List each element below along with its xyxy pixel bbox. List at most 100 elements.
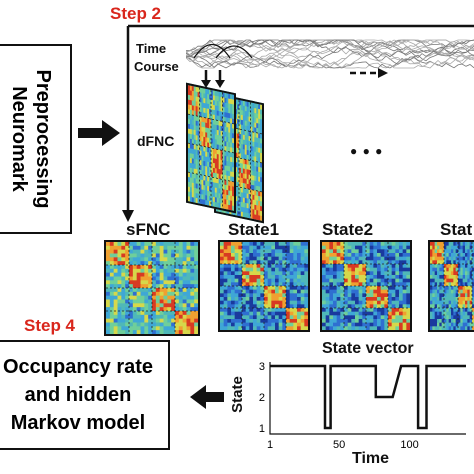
matrix-cell xyxy=(121,284,126,289)
matrix-cell xyxy=(253,326,257,330)
matrix-cell xyxy=(469,322,473,327)
matrix-cell xyxy=(234,293,239,298)
matrix-cell xyxy=(240,163,244,169)
matrix-cell xyxy=(304,260,308,265)
matrix-cell xyxy=(201,165,204,171)
matrix-cell xyxy=(467,264,470,268)
matrix-cell xyxy=(239,206,242,212)
matrix-cell xyxy=(264,315,268,320)
matrix-cell xyxy=(289,253,294,257)
matrix-cell xyxy=(451,319,454,323)
matrix-cell xyxy=(132,311,137,316)
matrix-cell xyxy=(444,245,447,250)
matrix-cell xyxy=(232,191,234,197)
matrix-cell xyxy=(289,286,294,290)
matrix-cell xyxy=(117,253,122,258)
matrix-cell xyxy=(388,260,392,265)
matrix-cell xyxy=(186,307,191,312)
matrix-cell xyxy=(399,271,403,276)
matrix-cell xyxy=(300,275,305,279)
matrix-cell xyxy=(228,185,231,192)
matrix-cell xyxy=(249,264,254,268)
matrix-cell xyxy=(144,307,149,312)
matrix-cell xyxy=(234,260,239,265)
matrix-cell xyxy=(175,303,180,308)
matrix-cell xyxy=(444,319,447,323)
matrix-cell xyxy=(402,282,407,287)
matrix-cell xyxy=(182,245,187,250)
matrix-cell xyxy=(246,198,249,204)
matrix-cell xyxy=(455,286,459,290)
matrix-cell xyxy=(451,256,454,261)
matrix-cell xyxy=(228,108,231,114)
matrix-cell xyxy=(430,315,433,320)
matrix-cell xyxy=(240,177,244,184)
matrix-cell xyxy=(402,322,407,327)
matrix-cell xyxy=(193,129,196,136)
matrix-cell xyxy=(453,297,456,301)
matrix-cell xyxy=(256,315,261,320)
matrix-cell xyxy=(211,172,214,178)
matrix-cell xyxy=(434,267,438,272)
matrix-cell xyxy=(293,260,298,265)
matrix-cell xyxy=(246,116,249,122)
matrix-cell xyxy=(216,115,219,121)
matrix-cell xyxy=(256,118,259,124)
matrix-cell xyxy=(358,319,363,323)
matrix-cell xyxy=(212,187,216,193)
matrix-cell xyxy=(286,264,290,268)
matrix-cell xyxy=(472,260,474,265)
matrix-cell xyxy=(163,284,168,289)
matrix-cell xyxy=(275,260,279,265)
matrix-cell xyxy=(333,322,337,327)
matrix-cell xyxy=(245,264,250,268)
matrix-cell xyxy=(437,264,440,268)
matrix-cell xyxy=(336,289,341,294)
matrix-cell xyxy=(245,308,250,312)
matrix-cell xyxy=(232,99,234,105)
matrix-cell xyxy=(300,256,305,261)
matrix-cell xyxy=(234,322,239,327)
matrix-cell xyxy=(109,280,114,285)
matrix-cell xyxy=(238,322,243,327)
matrix-cell xyxy=(129,265,134,270)
matrix-cell xyxy=(252,194,255,201)
matrix-cell xyxy=(444,293,447,298)
matrix-cell xyxy=(472,256,474,261)
matrix-cell xyxy=(214,201,218,208)
matrix-cell xyxy=(106,253,111,258)
matrix-cell xyxy=(325,311,330,316)
matrix-cell xyxy=(340,326,345,330)
matrix-cell xyxy=(155,295,160,300)
matrix-cell xyxy=(462,253,466,257)
matrix-cell xyxy=(214,139,218,145)
matrix-cell xyxy=(140,322,145,327)
matrix-cell xyxy=(282,253,287,257)
matrix-cell xyxy=(216,168,219,175)
matrix-cell xyxy=(293,319,298,323)
matrix-cell xyxy=(256,253,261,257)
matrix-cell xyxy=(220,300,224,305)
matrix-cell xyxy=(256,180,259,187)
matrix-cell xyxy=(189,104,193,111)
matrix-cell xyxy=(258,181,261,188)
matrix-cell xyxy=(300,253,305,257)
matrix-cell xyxy=(230,127,233,134)
matrix-cell xyxy=(129,288,134,293)
matrix-cell xyxy=(224,92,227,99)
timecourse-signal xyxy=(186,39,474,65)
matrix-cell xyxy=(113,261,118,266)
matrix-cell xyxy=(448,264,452,268)
matrix-cell xyxy=(462,297,466,301)
matrix-cell xyxy=(188,191,191,198)
matrix-cell xyxy=(175,307,180,312)
matrix-cell xyxy=(190,318,195,323)
matrix-cell xyxy=(132,295,137,300)
matrix-cell xyxy=(224,204,227,210)
matrix-cell xyxy=(220,253,224,257)
matrix-cell xyxy=(194,249,198,254)
matrix-cell xyxy=(239,100,242,106)
matrix-cell xyxy=(329,249,334,254)
matrix-cell xyxy=(458,319,461,323)
matrix-cell xyxy=(322,286,326,290)
